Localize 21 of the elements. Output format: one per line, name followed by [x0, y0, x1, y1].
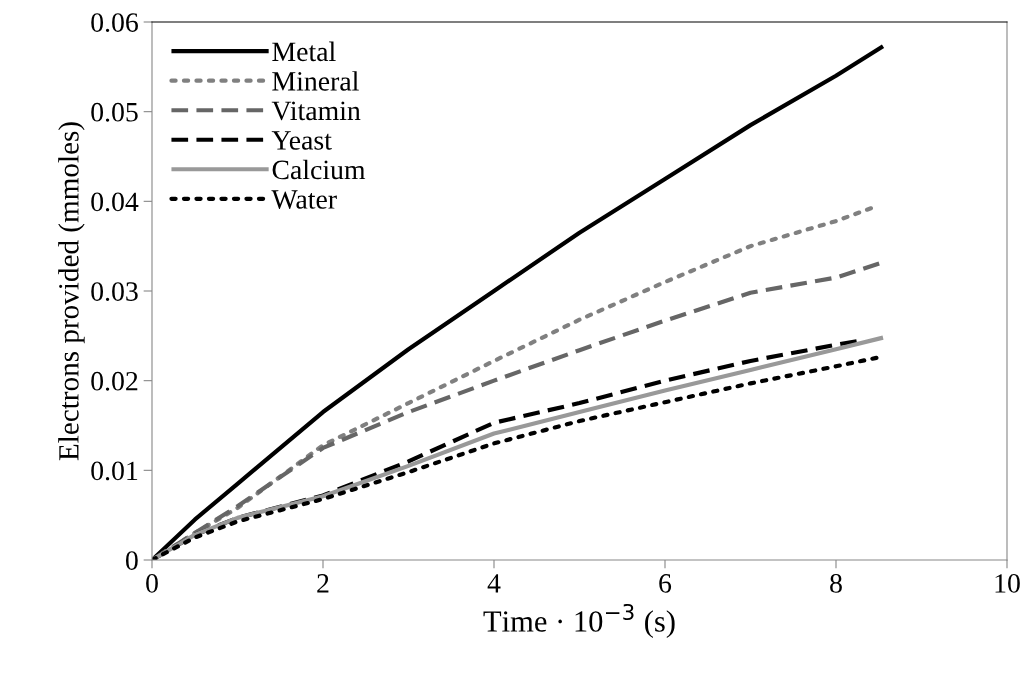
- y-axis-title: Electrons provided (mmoles): [58, 122, 85, 461]
- x-tick-label: 10: [995, 574, 1020, 593]
- y-tick-label: 0.02: [91, 371, 138, 391]
- legend-label: Mineral: [272, 71, 359, 91]
- x-tick-label: 2: [317, 574, 329, 593]
- y-tick-label: 0.04: [91, 192, 139, 212]
- y-tick-label: 0: [125, 551, 138, 570]
- legend-label: Metal: [272, 41, 336, 62]
- legend-label: Calcium: [272, 159, 366, 180]
- y-tick-label: 0.05: [91, 102, 138, 122]
- legend-label: Water: [271, 190, 337, 209]
- y-tick-label: 0.03: [91, 282, 138, 302]
- x-tick-label: 8: [830, 574, 842, 593]
- x-tick-label: 4: [487, 574, 501, 593]
- y-tick-label: 0.06: [91, 13, 138, 33]
- legend-label: Yeast: [271, 131, 332, 150]
- legend-label: Vitamin: [271, 101, 361, 121]
- y-tick-label: 0.01: [91, 461, 138, 481]
- x-tick-label: 0: [146, 574, 158, 593]
- x-tick-label: 6: [659, 574, 672, 593]
- x-axis-title: Time · 10$^{−3}$ (s): [483, 603, 675, 639]
